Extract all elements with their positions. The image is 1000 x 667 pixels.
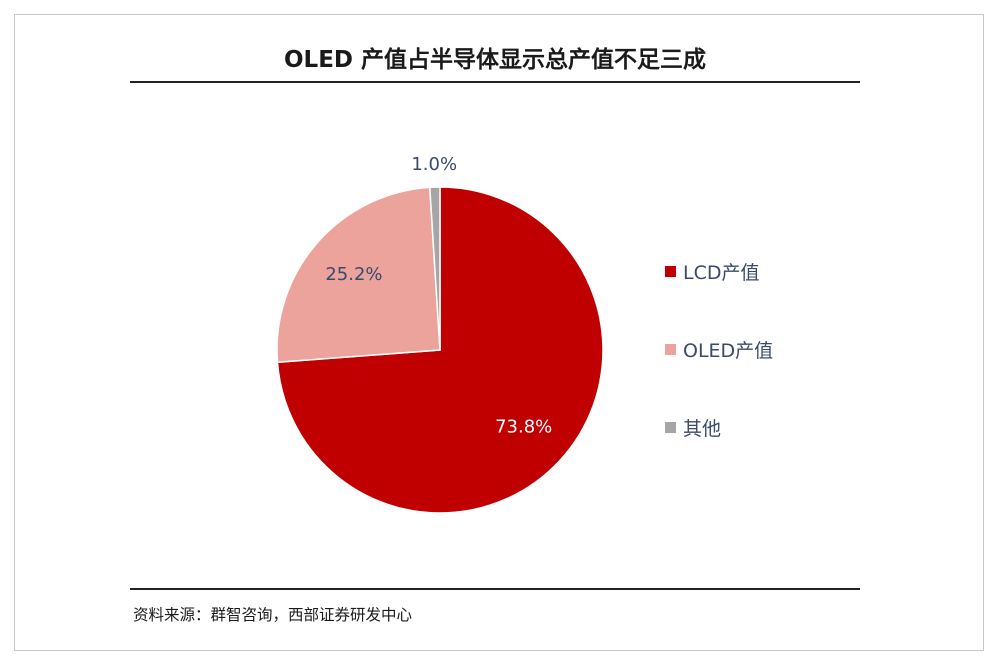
legend-swatch-lcd bbox=[665, 265, 676, 277]
pie-slice-oled bbox=[276, 186, 441, 364]
slice-label-other: 1.0% bbox=[411, 154, 457, 175]
legend-swatch-other bbox=[665, 421, 676, 433]
footer-rule bbox=[130, 588, 860, 590]
legend-label-oled: OLED产值 bbox=[683, 339, 774, 362]
source-note: 资料来源：群智咨询，西部证券研发中心 bbox=[133, 606, 413, 624]
legend-item-oled: OLED产值 bbox=[665, 336, 773, 362]
slice-label-oled: 25.2% bbox=[325, 264, 382, 285]
legend-item-other: 其他 bbox=[665, 414, 773, 440]
chart-title: OLED 产值占半导体显示总产值不足三成 bbox=[283, 47, 707, 73]
pie-slice-other bbox=[428, 186, 441, 351]
slice-label-lcd: 73.8% bbox=[495, 417, 552, 438]
legend-swatch-oled bbox=[665, 343, 676, 355]
title-underline bbox=[130, 81, 860, 83]
legend-label-other: 其他 bbox=[683, 417, 722, 440]
legend-label-lcd: LCD产值 bbox=[683, 261, 760, 284]
legend-item-lcd: LCD产值 bbox=[665, 258, 773, 284]
chart-legend: LCD产值 OLED产值 其他 bbox=[665, 258, 773, 492]
